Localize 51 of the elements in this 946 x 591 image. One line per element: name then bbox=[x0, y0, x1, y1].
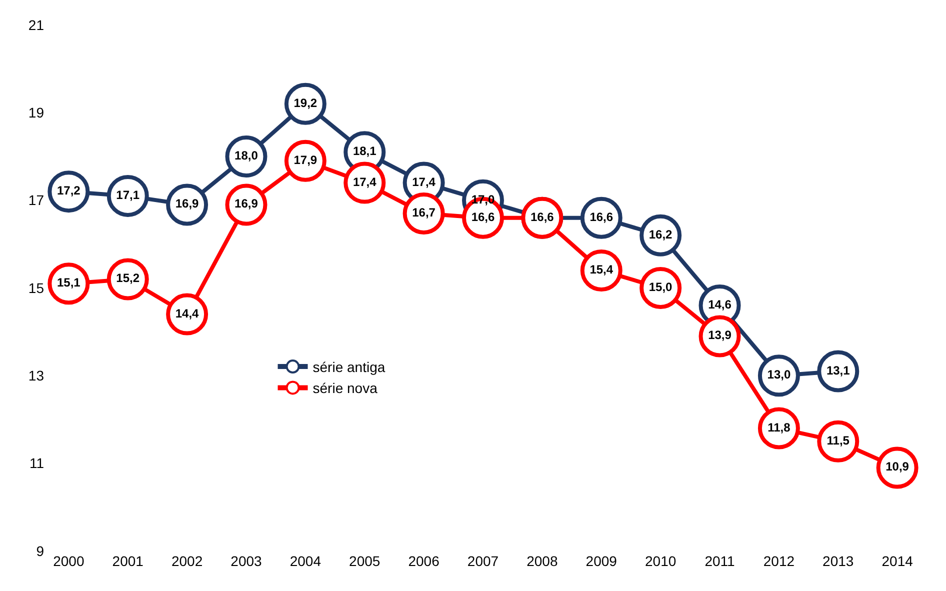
y-tick-label: 13 bbox=[28, 368, 44, 384]
data-label: 16,2 bbox=[648, 227, 673, 242]
y-tick-label: 19 bbox=[28, 104, 44, 121]
x-tick-label: 2012 bbox=[763, 553, 795, 569]
legend-label: série antiga bbox=[312, 358, 386, 375]
y-tick-label: 21 bbox=[28, 16, 44, 33]
data-label: 11,8 bbox=[768, 420, 791, 434]
legend-label: série nova bbox=[312, 380, 378, 396]
x-tick-label: 2006 bbox=[408, 553, 440, 569]
data-label: 17,4 bbox=[352, 174, 377, 189]
x-tick-label: 2008 bbox=[526, 553, 558, 569]
data-label: 19,2 bbox=[294, 96, 318, 110]
x-tick-label: 2005 bbox=[349, 553, 380, 569]
data-label: 16,6 bbox=[471, 210, 495, 224]
x-tick-label: 2011 bbox=[704, 553, 736, 569]
data-label: 16,6 bbox=[530, 210, 554, 224]
y-tick-label: 17 bbox=[28, 192, 44, 208]
x-tick-label: 2013 bbox=[822, 553, 854, 569]
data-label: 16,9 bbox=[234, 196, 258, 211]
data-label: 17,4 bbox=[412, 174, 436, 189]
x-tick-label: 2004 bbox=[290, 553, 322, 569]
data-label: 10,9 bbox=[886, 460, 910, 474]
x-tick-label: 2014 bbox=[882, 553, 914, 569]
data-label: 18,1 bbox=[352, 144, 377, 158]
x-tick-label: 2003 bbox=[230, 553, 262, 569]
x-tick-label: 2002 bbox=[171, 553, 203, 569]
data-label: 14,4 bbox=[175, 306, 200, 320]
x-tick-label: 2007 bbox=[467, 553, 499, 569]
x-tick-label: 2001 bbox=[112, 553, 144, 569]
y-tick-label: 11 bbox=[29, 455, 44, 472]
data-label: 17,1 bbox=[116, 188, 140, 202]
y-tick-label: 15 bbox=[28, 280, 44, 296]
data-label: 16,6 bbox=[590, 210, 614, 224]
data-label: 18,0 bbox=[234, 148, 258, 162]
data-label: 17,9 bbox=[294, 152, 318, 167]
data-label: 15,2 bbox=[116, 271, 140, 286]
data-label: 13,0 bbox=[767, 368, 791, 382]
x-tick-label: 2009 bbox=[586, 553, 618, 569]
data-label: 13,9 bbox=[708, 328, 732, 342]
data-label: 15,4 bbox=[590, 262, 614, 276]
data-label: 15,1 bbox=[57, 276, 81, 290]
data-label: 13,1 bbox=[826, 363, 850, 378]
data-label: 11,5 bbox=[826, 433, 850, 448]
data-label: 17,2 bbox=[57, 184, 81, 198]
data-label: 14,6 bbox=[708, 298, 732, 312]
x-tick-label: 2010 bbox=[644, 553, 676, 569]
x-tick-label: 2000 bbox=[53, 553, 84, 569]
data-label: 16,7 bbox=[412, 205, 436, 220]
y-tick-label: 9 bbox=[36, 542, 44, 559]
data-label: 16,9 bbox=[175, 196, 200, 211]
data-label: 15,0 bbox=[648, 280, 673, 294]
